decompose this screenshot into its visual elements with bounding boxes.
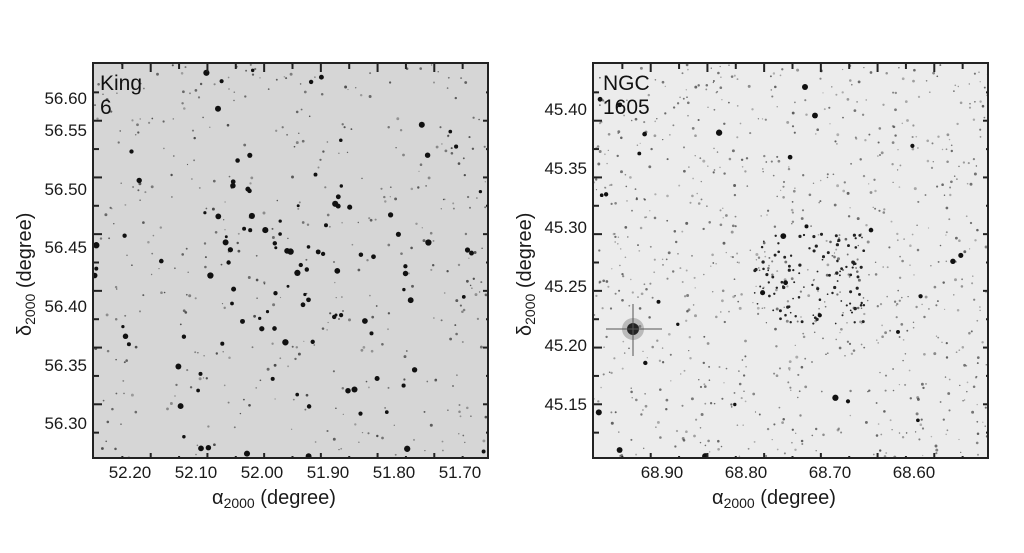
xtick: 52.00: [240, 463, 284, 482]
ytick: 45.25: [544, 277, 587, 296]
ytick: 45.15: [544, 395, 587, 414]
king6-y-axis-label: δ2000 (degree): [14, 212, 38, 336]
king6-stars: [94, 64, 487, 457]
xtick: 51.70: [438, 463, 482, 482]
ytick: 56.45: [44, 238, 87, 257]
ngc1605-x-axis-label: α2000 (degree): [712, 487, 836, 511]
xtick: 68.70: [808, 463, 852, 482]
ytick: 56.55: [44, 121, 87, 140]
xtick: 68.80: [724, 463, 768, 482]
xtick: 52.10: [174, 463, 218, 482]
ngc1605-stars: [594, 64, 987, 457]
ytick: 56.30: [44, 414, 87, 433]
king6-title: King 6: [100, 72, 143, 119]
king6-x-axis-label: α2000 (degree): [212, 487, 336, 511]
ytick: 45.30: [544, 218, 587, 237]
ngc1605-star-field-image: [592, 62, 989, 459]
ytick: 45.40: [544, 100, 587, 119]
xtick: 52.20: [108, 463, 152, 482]
ngc1605-title: NGC 1605: [603, 72, 650, 119]
ytick: 56.60: [44, 89, 87, 108]
ytick: 45.35: [544, 159, 587, 178]
xtick: 68.90: [640, 463, 684, 482]
ytick: 56.35: [44, 356, 87, 375]
ytick: 45.20: [544, 336, 587, 355]
ytick: 56.50: [44, 180, 87, 199]
xtick: 68.60: [892, 463, 936, 482]
ytick: 56.40: [44, 297, 87, 316]
xtick: 51.80: [372, 463, 416, 482]
king6-star-field-image: [92, 62, 489, 459]
xtick: 51.90: [306, 463, 350, 482]
ngc1605-y-axis-label: δ2000 (degree): [514, 212, 538, 336]
